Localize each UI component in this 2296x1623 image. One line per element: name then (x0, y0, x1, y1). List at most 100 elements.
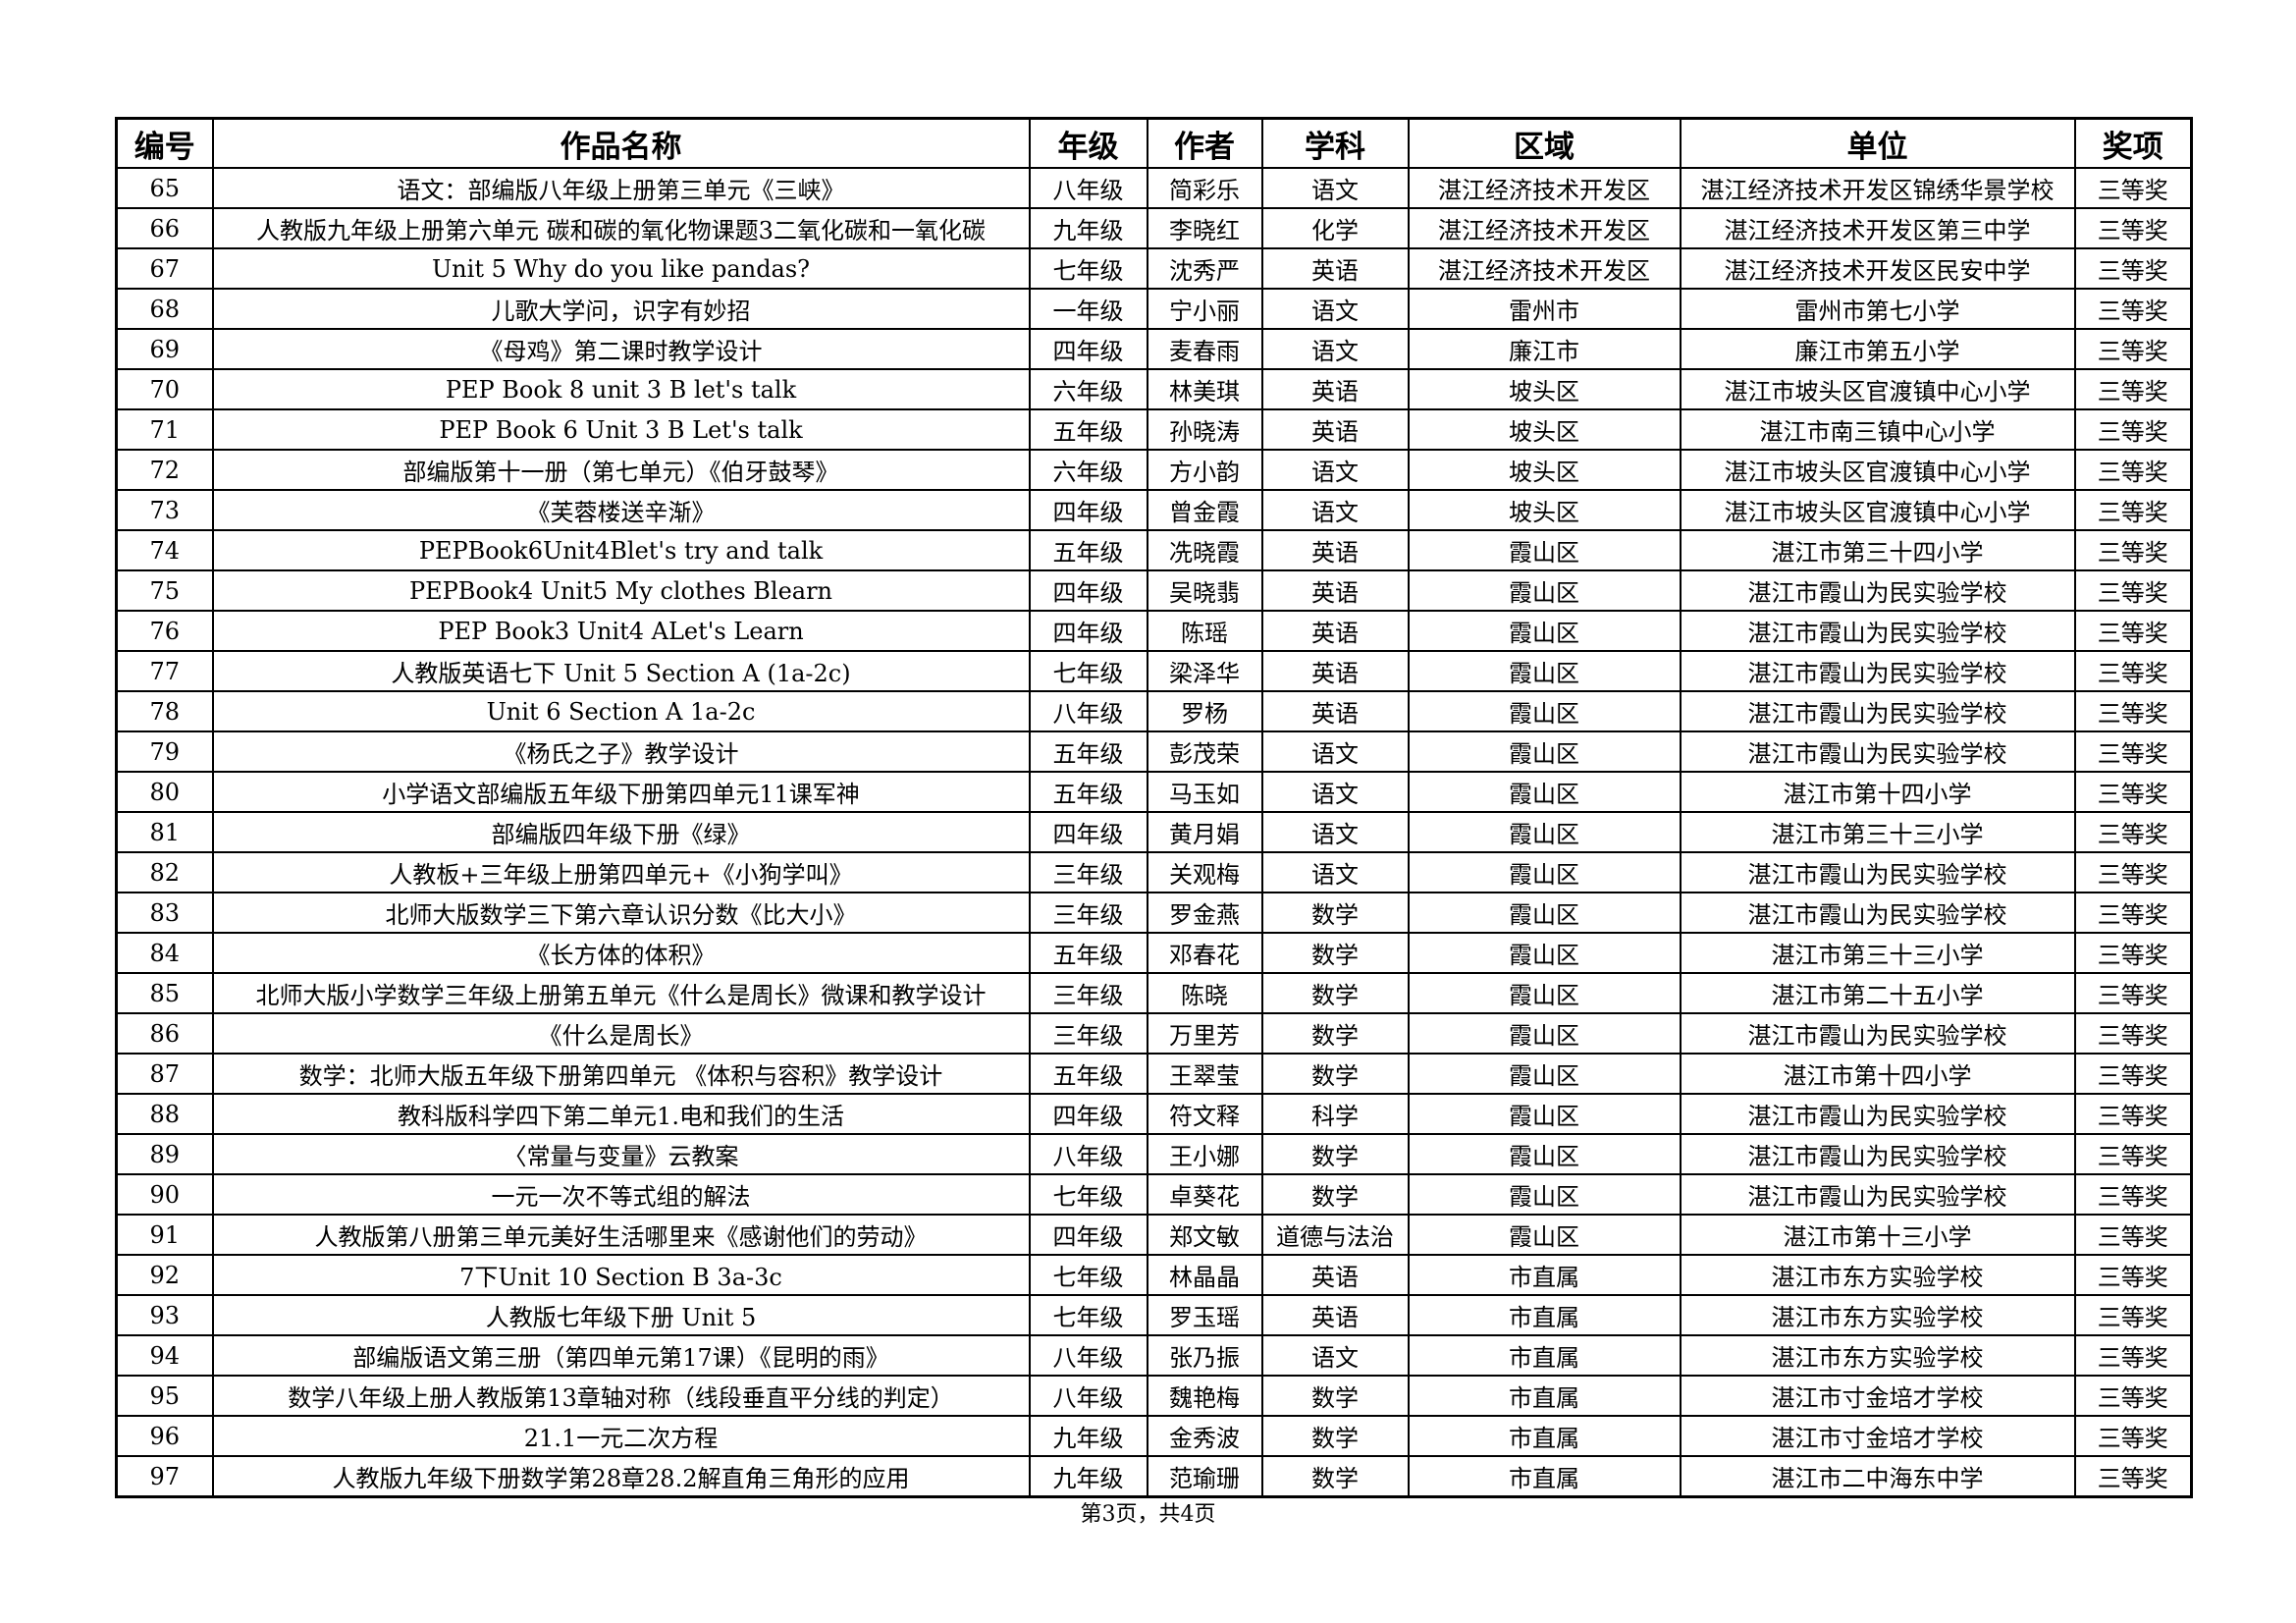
cell-grade: 九年级 (1028, 207, 1148, 249)
cell-text: 81 (149, 818, 181, 846)
cell-text: 三等奖 (2097, 499, 2168, 526)
cell-subject: 数学 (1260, 1053, 1410, 1095)
cell-text: 三等奖 (2097, 338, 2168, 365)
cell-id: 81 (115, 811, 214, 853)
cell-text: 霞山区 (1509, 982, 1579, 1009)
cell-text: 部编版四年级下册《绿》 (491, 821, 751, 848)
cell-text: 89 (149, 1140, 181, 1168)
cell-author: 宁小丽 (1146, 288, 1263, 330)
cell-id: 75 (115, 569, 214, 612)
cell-text: 75 (149, 576, 181, 605)
table-row: 83 北师大版数学三下第六章认识分数《比大小》 三年级 罗金燕 数学 霞山区 湛江市霞山为民… (115, 892, 2193, 934)
cell-region: 霞山区 (1407, 1012, 1682, 1055)
cell-text: 数学 (1311, 982, 1359, 1009)
cell-author: 沈秀严 (1146, 247, 1263, 290)
cell-text: 英语 (1311, 1304, 1359, 1331)
cell-text: 湛江市坡头区官渡镇中心小学 (1724, 378, 2031, 406)
cell-text: 四年级 (1052, 499, 1124, 526)
cell-text: 霞山区 (1509, 700, 1579, 728)
cell-author: 王小娜 (1146, 1133, 1263, 1175)
cell-unit: 湛江市南三镇中心小学 (1679, 408, 2076, 451)
table-row: 90 一元一次不等式组的解法 七年级 卓葵花 数学 霞山区 湛江市霞山为民实验学校 三等奖 (115, 1173, 2193, 1216)
cell-subject: 语文 (1260, 1334, 1410, 1377)
cell-region: 霞山区 (1407, 771, 1682, 813)
cell-region: 坡头区 (1407, 489, 1682, 531)
cell-award: 三等奖 (2073, 1415, 2193, 1457)
cell-text: 湛江市霞山为民实验学校 (1747, 660, 2007, 687)
cell-subject: 英语 (1260, 610, 1410, 652)
cell-text: 霞山区 (1509, 861, 1579, 889)
cell-text: 74 (149, 536, 181, 565)
cell-unit: 湛江市霞山为民实验学校 (1679, 650, 2076, 692)
cell-text: 宁小丽 (1169, 298, 1240, 325)
cell-text: 吴晓翡 (1169, 579, 1240, 607)
cell-title: 部编版四年级下册《绿》 (211, 811, 1031, 853)
cell-text: 湛江市霞山为民实验学校 (1747, 620, 2007, 647)
cell-unit: 湛江市第十四小学 (1679, 1053, 2076, 1095)
header-grade: 年级 (1028, 117, 1148, 169)
cell-text: 78 (149, 697, 181, 726)
cell-text: 英语 (1311, 378, 1359, 406)
cell-subject: 英语 (1260, 247, 1410, 290)
table-row: 78 Unit 6 Section A 1a-2c 八年级 罗杨 英语 霞山区 湛江市霞山为… (115, 690, 2193, 732)
cell-text: 霞山区 (1509, 620, 1579, 647)
cell-text: PEPBook6Unit4Blet's try and talk (418, 536, 824, 565)
cell-title: 北师大版数学三下第六章认识分数《比大小》 (211, 892, 1031, 934)
cell-text: 八年级 (1052, 1143, 1124, 1170)
cell-subject: 英语 (1260, 569, 1410, 612)
cell-award: 三等奖 (2073, 610, 2193, 652)
cell-grade: 六年级 (1028, 368, 1148, 410)
cell-text: 三等奖 (2097, 217, 2168, 244)
cell-text: 人教板+三年级上册第四单元+《小狗学叫》 (389, 861, 853, 889)
cell-text: 北师大版小学数学三年级上册第五单元《什么是周长》微课和教学设计 (255, 982, 987, 1009)
table-row: 94 部编版语文第三册（第四单元第17课）《昆明的雨》 八年级 张乃振 语文 市直属 湛江市… (115, 1334, 2193, 1377)
cell-text: 林晶晶 (1169, 1264, 1240, 1291)
cell-id: 79 (115, 730, 214, 773)
cell-award: 三等奖 (2073, 408, 2193, 451)
header-label: 作者 (1174, 129, 1235, 165)
cell-title: 人教板+三年级上册第四单元+《小狗学叫》 (211, 851, 1031, 893)
cell-text: 市直属 (1509, 1264, 1579, 1291)
cell-award: 三等奖 (2073, 449, 2193, 491)
cell-text: 68 (149, 295, 181, 323)
cell-text: 部编版语文第三册（第四单元第17课）《昆明的雨》 (352, 1344, 889, 1372)
cell-id: 94 (115, 1334, 214, 1377)
cell-text: 化学 (1311, 217, 1359, 244)
cell-grade: 四年级 (1028, 811, 1148, 853)
cell-text: 湛江市霞山为民实验学校 (1747, 1022, 2007, 1050)
cell-id: 85 (115, 972, 214, 1014)
cell-text: 三等奖 (2097, 1103, 2168, 1130)
cell-text: 三等奖 (2097, 942, 2168, 969)
cell-text: 霞山区 (1509, 579, 1579, 607)
cell-award: 三等奖 (2073, 650, 2193, 692)
cell-title: 《长方体的体积》 (211, 932, 1031, 974)
cell-text: 四年级 (1052, 579, 1124, 607)
cell-text: 湛江市坡头区官渡镇中心小学 (1724, 459, 2031, 486)
cell-text: 沈秀严 (1169, 257, 1240, 285)
cell-unit: 湛江市坡头区官渡镇中心小学 (1679, 449, 2076, 491)
cell-text: 92 (149, 1261, 181, 1289)
cell-author: 关观梅 (1146, 851, 1263, 893)
table-row: 87 数学：北师大版五年级下册第四单元 《体积与容积》教学设计 五年级 王翠莹 数学 霞山… (115, 1053, 2193, 1095)
cell-grade: 四年级 (1028, 569, 1148, 612)
cell-text: 《母鸡》第二课时教学设计 (479, 338, 763, 365)
table-row: 92 7下Unit 10 Section B 3a-3c 七年级 林晶晶 英语 市直属 湛江… (115, 1254, 2193, 1296)
cell-id: 84 (115, 932, 214, 974)
cell-text: 三等奖 (2097, 1143, 2168, 1170)
cell-title: Unit 5 Why do you like pandas? (211, 247, 1031, 290)
cell-award: 三等奖 (2073, 247, 2193, 290)
cell-text: 三等奖 (2097, 1062, 2168, 1090)
header-label: 区域 (1514, 129, 1575, 165)
cell-text: 李晓红 (1169, 217, 1240, 244)
cell-text: 数学 (1311, 1062, 1359, 1090)
cell-subject: 语文 (1260, 811, 1410, 853)
cell-text: 湛江市第十三小学 (1783, 1223, 1972, 1251)
cell-region: 市直属 (1407, 1415, 1682, 1457)
cell-text: 英语 (1311, 700, 1359, 728)
cell-text: 霞山区 (1509, 1062, 1579, 1090)
cell-text: 四年级 (1052, 1223, 1124, 1251)
cell-unit: 湛江市霞山为民实验学校 (1679, 851, 2076, 893)
cell-unit: 湛江市霞山为民实验学校 (1679, 1093, 2076, 1135)
cell-region: 坡头区 (1407, 408, 1682, 451)
cell-text: 部编版第十一册（第七单元）《伯牙鼓琴》 (402, 459, 839, 486)
